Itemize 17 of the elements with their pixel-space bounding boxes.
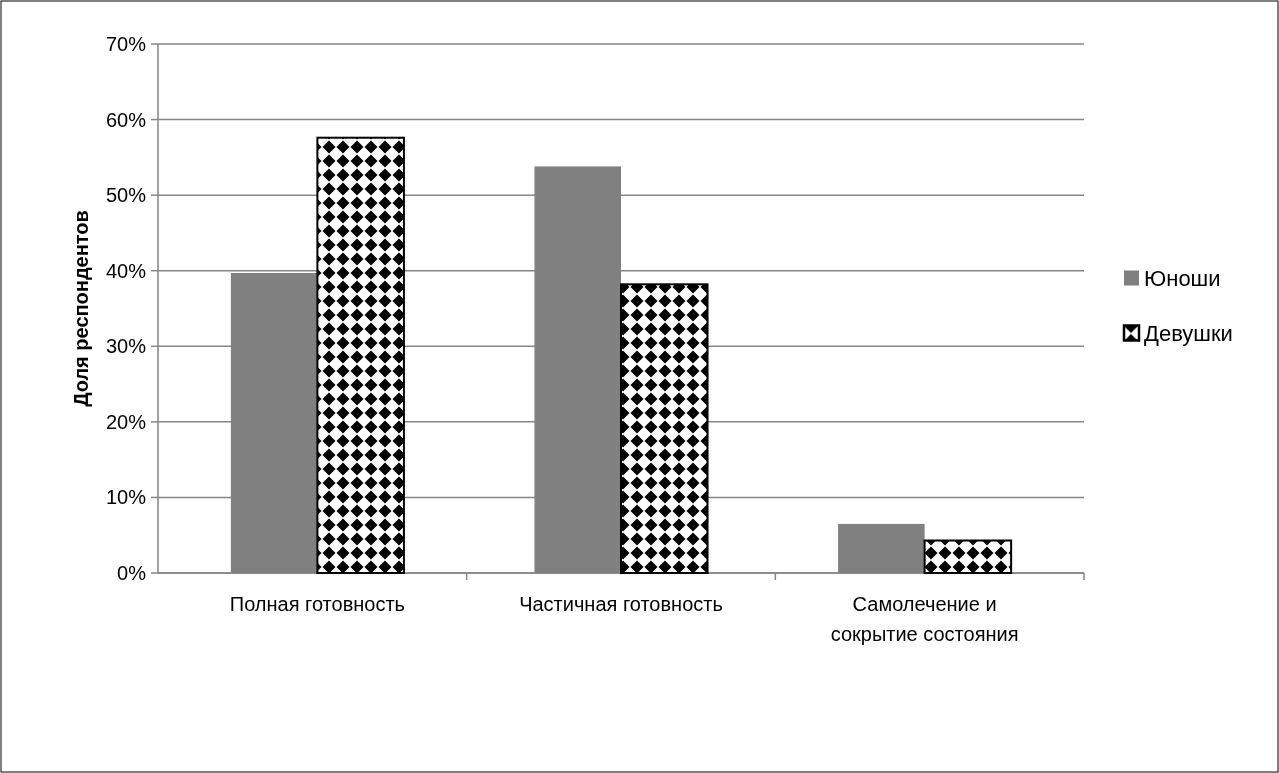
y-tick-label: 30% (105, 335, 147, 358)
y-tick-label: 0% (117, 562, 147, 584)
y-tick-label: 50% (105, 184, 147, 207)
y-tick-label: 40% (105, 259, 147, 282)
x-tick-label: Полная готовность (229, 593, 406, 615)
y-tick-label: 10% (105, 486, 147, 509)
y-tick-label: 70% (105, 33, 147, 55)
x-tick-label: Частичная готовность (519, 593, 723, 615)
bar (923, 539, 1013, 574)
y-axis-title: Доля респондентов (70, 210, 92, 407)
y-tick-label: 20% (105, 410, 147, 433)
legend-label: Девушки (1144, 321, 1233, 347)
bar (620, 283, 709, 574)
y-tick-label: 60% (105, 108, 147, 131)
legend-label: Юноши (1144, 266, 1221, 292)
x-tick-label: Самолечение и сокрытие состояния (830, 593, 1019, 645)
bar (316, 136, 405, 574)
